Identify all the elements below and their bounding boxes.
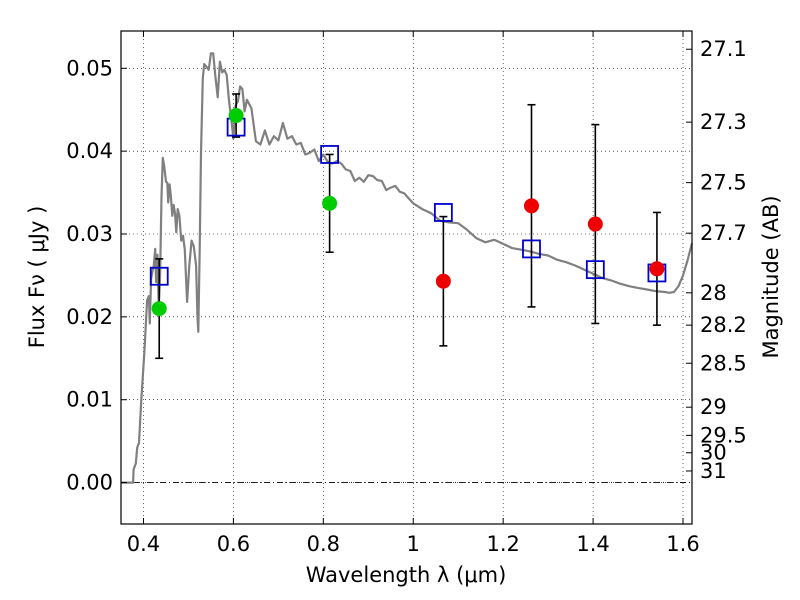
y-axis-label: Flux Fν ( μJy )	[25, 206, 49, 349]
y2-tick-label: 30	[700, 441, 727, 465]
observed-point-red	[435, 273, 451, 289]
observed-point-green	[228, 108, 244, 124]
model-point	[320, 145, 340, 164]
plot-background	[121, 31, 692, 524]
model-point	[522, 239, 541, 259]
y-tick-label: 0.00	[66, 471, 113, 495]
y2-tick-label: 29.5	[700, 423, 747, 447]
y2-tick-label: 28.2	[700, 313, 747, 337]
y-tick-label: 0.02	[66, 305, 113, 329]
observed-point-green	[151, 301, 167, 317]
y2-tick-label: 27.1	[700, 37, 747, 61]
template-spectrum-line	[121, 52, 694, 484]
y2-tick-label: 27.3	[700, 110, 747, 134]
model-point	[433, 203, 453, 222]
observed-point-red	[649, 261, 665, 277]
observed-point-red	[587, 216, 603, 232]
y2-tick-label: 27.7	[700, 221, 747, 245]
plot-frame	[120, 30, 693, 525]
y2-tick-label: 28.5	[700, 351, 747, 375]
plot-area	[121, 52, 694, 484]
x-axis-label: Wavelength λ (μm)	[306, 563, 507, 587]
model-point	[585, 260, 605, 280]
y-tick-label: 0.05	[66, 56, 113, 80]
y2-tick-label: 31	[700, 459, 727, 483]
model-point	[149, 266, 169, 286]
y-tick-label: 0.03	[66, 222, 113, 246]
axis-ticks: 0.4 0.6 0.8 1 1.2 1.4 1.6 0.00 0.01 0.02 0.03 0.04 0…	[66, 31, 747, 556]
observed-point-green	[322, 195, 338, 211]
x-tick-label: 0.8	[307, 532, 340, 556]
x-tick-label: 0.4	[127, 532, 160, 556]
y2-tick-label: 27.5	[700, 171, 747, 195]
x-tick-label: 1.2	[486, 532, 519, 556]
y2-tick-label: 29	[700, 395, 727, 419]
y2-axis-label: Magnitude (AB)	[759, 195, 783, 358]
x-tick-label: 1	[407, 532, 420, 556]
x-tick-label: 1.6	[666, 532, 699, 556]
observed-point-red	[523, 198, 539, 214]
y-tick-label: 0.04	[66, 139, 113, 163]
y-tick-label: 0.01	[66, 388, 113, 412]
y2-tick-label: 28	[700, 281, 727, 305]
x-tick-label: 0.6	[217, 532, 250, 556]
x-tick-label: 1.4	[576, 532, 609, 556]
